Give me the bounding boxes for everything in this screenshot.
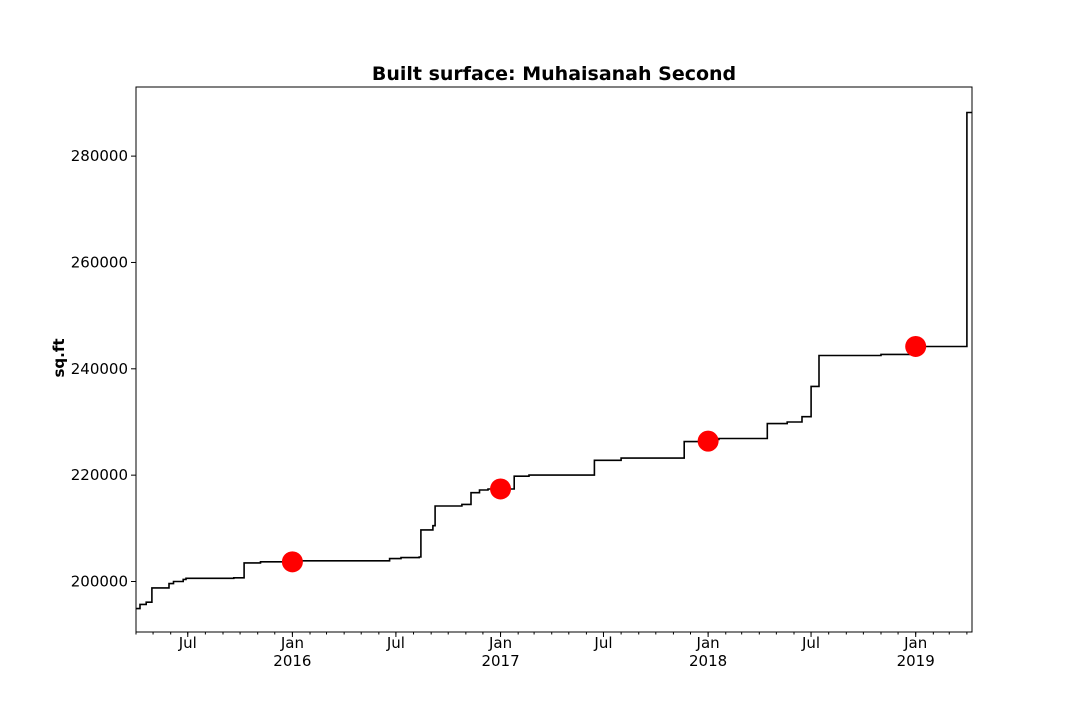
x-tick-label: Jul (801, 634, 820, 652)
plot-area (136, 111, 972, 610)
x-tick-year-label: 2018 (689, 652, 727, 670)
y-tick-label: 220000 (71, 466, 128, 484)
x-tick-label: Jul (178, 634, 197, 652)
y-tick-label: 280000 (71, 147, 128, 165)
y-tick-label: 260000 (71, 253, 128, 271)
x-tick-label: Jul (593, 634, 612, 652)
y-tick-label: 240000 (71, 360, 128, 378)
data-point-marker (490, 478, 512, 500)
series-line (136, 111, 972, 610)
y-axis-label: sq.ft (50, 338, 68, 377)
x-tick-label: Jul (386, 634, 405, 652)
x-tick-label: Jan (903, 634, 927, 652)
x-tick-year-label: 2016 (273, 652, 311, 670)
data-point-marker (697, 430, 719, 452)
data-point-marker (281, 551, 303, 573)
x-tick-label: Jan (696, 634, 720, 652)
chart-title: Built surface: Muhaisanah Second (372, 63, 736, 85)
plot-frame (135, 86, 973, 633)
x-tick-year-label: 2017 (481, 652, 519, 670)
data-point-marker (905, 335, 927, 357)
x-tick-label: Jan (280, 634, 304, 652)
x-tick-year-label: 2019 (897, 652, 935, 670)
y-tick-label: 200000 (71, 572, 128, 590)
x-tick-label: Jan (488, 634, 512, 652)
